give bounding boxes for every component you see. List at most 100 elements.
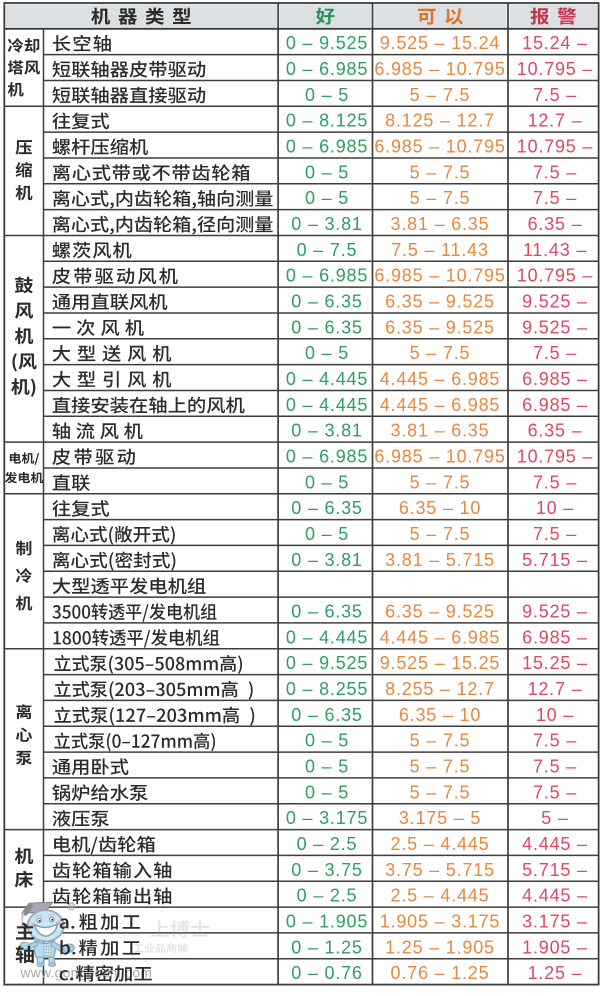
svg-text:0 – 5: 0 – 5 bbox=[305, 472, 349, 492]
svg-text:9.525 –: 9.525 – bbox=[522, 317, 588, 337]
svg-text:10.795 –: 10.795 – bbox=[517, 137, 593, 157]
svg-text:10 –: 10 – bbox=[536, 498, 574, 518]
svg-text:3.81 – 6.35: 3.81 – 6.35 bbox=[391, 214, 490, 234]
svg-text:0 – 5: 0 – 5 bbox=[305, 188, 349, 208]
svg-text:5 –: 5 – bbox=[541, 808, 568, 828]
svg-text:0 – 3.81: 0 – 3.81 bbox=[291, 421, 362, 441]
svg-text:7.5 – 11.43: 7.5 – 11.43 bbox=[391, 240, 489, 260]
svg-text:6.985 –: 6.985 – bbox=[522, 395, 588, 415]
svg-text:3.175 –: 3.175 – bbox=[522, 912, 588, 932]
svg-text:10.795 –: 10.795 – bbox=[517, 59, 593, 79]
svg-text:0 – 5: 0 – 5 bbox=[305, 162, 349, 182]
svg-text:3.75 – 5.715: 3.75 – 5.715 bbox=[385, 860, 495, 880]
svg-text:0 – 6.985: 0 – 6.985 bbox=[286, 137, 368, 157]
svg-text:3.175 – 5: 3.175 – 5 bbox=[399, 808, 481, 828]
svg-text:0 – 9.525: 0 – 9.525 bbox=[286, 653, 368, 673]
svg-text:5.715 –: 5.715 – bbox=[522, 550, 588, 570]
svg-text:9.525 – 15.25: 9.525 – 15.25 bbox=[380, 653, 501, 673]
svg-text:7.5 –: 7.5 – bbox=[533, 85, 577, 105]
svg-text:5 – 7.5: 5 – 7.5 bbox=[410, 472, 471, 492]
svg-text:4.445 – 6.985: 4.445 – 6.985 bbox=[380, 395, 501, 415]
svg-text:0 – 8.125: 0 – 8.125 bbox=[286, 111, 368, 131]
svg-text:1.25 –: 1.25 – bbox=[528, 963, 583, 983]
svg-text:12.7 –: 12.7 – bbox=[528, 111, 583, 131]
svg-text:0 – 4.445: 0 – 4.445 bbox=[286, 395, 368, 415]
svg-text:6.35 – 9.525: 6.35 – 9.525 bbox=[385, 602, 495, 622]
svg-text:6.985 – 10.795: 6.985 – 10.795 bbox=[374, 447, 505, 467]
svg-text:0 – 6.985: 0 – 6.985 bbox=[286, 59, 368, 79]
svg-text:10.795 –: 10.795 – bbox=[517, 447, 593, 467]
svg-text:15.24 –: 15.24 – bbox=[522, 33, 588, 53]
svg-text:0 – 6.985: 0 – 6.985 bbox=[286, 266, 368, 286]
svg-text:7.5 –: 7.5 – bbox=[533, 188, 577, 208]
svg-text:5 – 7.5: 5 – 7.5 bbox=[410, 731, 471, 751]
svg-text:0 – 5: 0 – 5 bbox=[305, 343, 349, 363]
svg-text:0 – 1.25: 0 – 1.25 bbox=[291, 937, 362, 957]
svg-text:0 – 9.525: 0 – 9.525 bbox=[286, 33, 368, 53]
svg-text:6.35 –: 6.35 – bbox=[528, 214, 583, 234]
svg-text:0 – 2.5: 0 – 2.5 bbox=[297, 834, 358, 854]
svg-text:0.76 – 1.25: 0.76 – 1.25 bbox=[391, 963, 490, 983]
svg-text:0 – 6.985: 0 – 6.985 bbox=[286, 447, 368, 467]
svg-text:6.985 –: 6.985 – bbox=[522, 627, 588, 647]
svg-text:7.5 –: 7.5 – bbox=[533, 757, 577, 777]
svg-text:1.905 – 3.175: 1.905 – 3.175 bbox=[380, 912, 501, 932]
svg-text:6.35 – 10: 6.35 – 10 bbox=[399, 705, 481, 725]
svg-text:0 – 3.81: 0 – 3.81 bbox=[291, 550, 362, 570]
svg-text:0 – 6.35: 0 – 6.35 bbox=[291, 705, 362, 725]
svg-text:3.81 – 5.715: 3.81 – 5.715 bbox=[385, 550, 495, 570]
svg-text:3.81 – 6.35: 3.81 – 6.35 bbox=[391, 421, 490, 441]
svg-text:5 – 7.5: 5 – 7.5 bbox=[410, 782, 471, 802]
svg-text:4.445 –: 4.445 – bbox=[522, 886, 588, 906]
svg-text:0 – 8.255: 0 – 8.255 bbox=[286, 679, 368, 699]
svg-text:5 – 7.5: 5 – 7.5 bbox=[410, 757, 471, 777]
svg-text:15.25 –: 15.25 – bbox=[522, 653, 588, 673]
svg-text:4.445 –: 4.445 – bbox=[522, 834, 588, 854]
svg-text:0 – 5: 0 – 5 bbox=[305, 524, 349, 544]
svg-text:4.445 – 6.985: 4.445 – 6.985 bbox=[380, 369, 501, 389]
svg-text:7.5 –: 7.5 – bbox=[533, 524, 577, 544]
svg-text:12.7 –: 12.7 – bbox=[528, 679, 583, 699]
svg-text:0 – 1.905: 0 – 1.905 bbox=[286, 912, 368, 932]
svg-text:4.445 – 6.985: 4.445 – 6.985 bbox=[380, 627, 501, 647]
svg-text:5 – 7.5: 5 – 7.5 bbox=[410, 188, 471, 208]
svg-text:0 – 2.5: 0 – 2.5 bbox=[297, 886, 358, 906]
svg-text:6.35 – 10: 6.35 – 10 bbox=[399, 498, 481, 518]
svg-text:0 – 5: 0 – 5 bbox=[305, 782, 349, 802]
svg-text:11.43 –: 11.43 – bbox=[523, 240, 587, 260]
svg-text:10 –: 10 – bbox=[536, 705, 574, 725]
svg-text:0 – 5: 0 – 5 bbox=[305, 731, 349, 751]
svg-text:0 – 6.35: 0 – 6.35 bbox=[291, 498, 362, 518]
svg-text:8.125 – 12.7: 8.125 – 12.7 bbox=[385, 111, 495, 131]
svg-text:2.5 – 4.445: 2.5 – 4.445 bbox=[391, 834, 490, 854]
svg-text:9.525 – 15.24: 9.525 – 15.24 bbox=[380, 33, 501, 53]
svg-text:0 – 5: 0 – 5 bbox=[305, 85, 349, 105]
svg-text:0 – 3.175: 0 – 3.175 bbox=[286, 808, 368, 828]
svg-text:7.5 –: 7.5 – bbox=[533, 343, 577, 363]
svg-text:0 – 6.35: 0 – 6.35 bbox=[291, 317, 362, 337]
svg-text:0 – 7.5: 0 – 7.5 bbox=[297, 240, 358, 260]
svg-text:0 – 0.76: 0 – 0.76 bbox=[291, 963, 362, 983]
svg-text:7.5 –: 7.5 – bbox=[533, 731, 577, 751]
svg-text:6.35 – 9.525: 6.35 – 9.525 bbox=[385, 317, 495, 337]
svg-text:5 – 7.5: 5 – 7.5 bbox=[410, 85, 471, 105]
svg-text:7.5 –: 7.5 – bbox=[533, 472, 577, 492]
svg-text:5 – 7.5: 5 – 7.5 bbox=[410, 524, 471, 544]
svg-text:1.25 – 1.905: 1.25 – 1.905 bbox=[385, 937, 495, 957]
svg-text:1.905 –: 1.905 – bbox=[522, 937, 588, 957]
svg-text:7.5 –: 7.5 – bbox=[533, 162, 577, 182]
svg-text:6.985 – 10.795: 6.985 – 10.795 bbox=[374, 137, 505, 157]
svg-text:8.255 – 12.7: 8.255 – 12.7 bbox=[385, 679, 495, 699]
svg-text:0 – 6.35: 0 – 6.35 bbox=[291, 602, 362, 622]
svg-text:7.5 –: 7.5 – bbox=[533, 782, 577, 802]
svg-text:10.795 –: 10.795 – bbox=[517, 266, 593, 286]
svg-text:2.5 – 4.445: 2.5 – 4.445 bbox=[391, 886, 490, 906]
svg-text:6.35 – 9.525: 6.35 – 9.525 bbox=[385, 292, 495, 312]
svg-text:6.985 – 10.795: 6.985 – 10.795 bbox=[374, 59, 505, 79]
svg-text:0 – 5: 0 – 5 bbox=[305, 757, 349, 777]
svg-text:6.35 –: 6.35 – bbox=[528, 421, 583, 441]
svg-text:6.985 – 10.795: 6.985 – 10.795 bbox=[374, 266, 505, 286]
svg-text:5.715 –: 5.715 – bbox=[522, 860, 588, 880]
svg-text:5 – 7.5: 5 – 7.5 bbox=[410, 162, 471, 182]
svg-text:9.525 –: 9.525 – bbox=[522, 602, 588, 622]
